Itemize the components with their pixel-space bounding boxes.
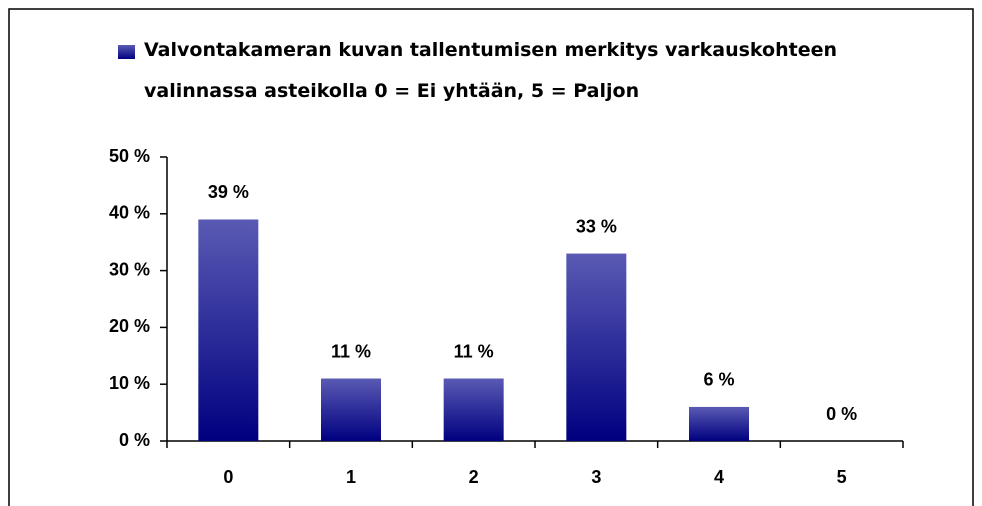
- value-label: 0 %: [826, 404, 857, 424]
- value-label: 39 %: [208, 182, 249, 202]
- bar: [566, 253, 627, 441]
- value-label: 11 %: [454, 341, 494, 361]
- x-tick-label: 5: [837, 467, 847, 487]
- y-tick-label: 0 %: [119, 430, 150, 450]
- y-tick-label: 50 %: [109, 146, 150, 166]
- legend-label: Valvontakameran kuvan tallentumisen merk…: [144, 39, 837, 102]
- legend-swatch: [118, 45, 135, 59]
- bar: [443, 378, 504, 441]
- x-tick-label: 0: [223, 467, 233, 487]
- value-label: 6 %: [703, 370, 734, 390]
- value-label: 33 %: [576, 216, 617, 236]
- bar: [689, 406, 749, 441]
- chart-border: [8, 8, 974, 506]
- bar: [321, 378, 381, 441]
- bar: [198, 219, 259, 441]
- x-tick-label: 2: [469, 467, 479, 487]
- y-tick-label: 30 %: [109, 259, 150, 279]
- y-tick-label: 10 %: [109, 373, 150, 393]
- y-tick-label: 40 %: [109, 203, 150, 223]
- x-tick-label: 1: [346, 467, 356, 487]
- y-tick-label: 20 %: [109, 316, 150, 336]
- x-tick-label: 4: [714, 467, 724, 487]
- x-tick-label: 3: [591, 467, 601, 487]
- value-label: 11 %: [331, 341, 371, 361]
